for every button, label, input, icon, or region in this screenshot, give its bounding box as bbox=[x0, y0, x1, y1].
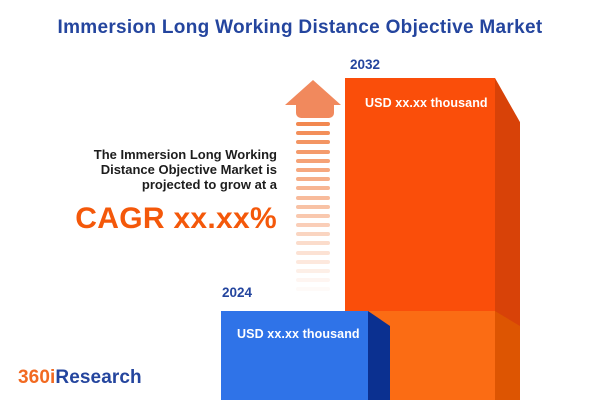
arrow-dash bbox=[296, 269, 330, 273]
annotation-line: The Immersion Long Working bbox=[93, 147, 277, 162]
logo-prefix: 360i bbox=[18, 367, 56, 388]
arrow-dash bbox=[296, 149, 330, 154]
arrow-dash bbox=[296, 213, 330, 218]
arrow-dash bbox=[296, 122, 330, 126]
logo-suffix: Research bbox=[55, 367, 142, 388]
arrow-dash bbox=[296, 186, 330, 191]
arrow-dash bbox=[296, 259, 330, 264]
bar-label-2024: 2024 bbox=[222, 285, 253, 300]
bar-2024-face bbox=[221, 311, 368, 400]
annotation-block: The Immersion Long Working Distance Obje… bbox=[75, 147, 277, 236]
bar-label-2032: 2032 bbox=[350, 57, 381, 72]
arrow-dash bbox=[296, 241, 330, 246]
growth-arrow-neck bbox=[296, 104, 334, 118]
arrow-dash bbox=[296, 250, 330, 255]
growth-arrow-icon bbox=[285, 80, 341, 105]
arrow-dash bbox=[296, 278, 330, 283]
page-title: Immersion Long Working Distance Objectiv… bbox=[57, 17, 543, 38]
annotation-line: Distance Objective Market is bbox=[100, 162, 277, 177]
arrow-dashes bbox=[296, 122, 330, 297]
arrow-dash bbox=[296, 232, 330, 237]
arrow-dash bbox=[296, 287, 330, 292]
arrow-dash bbox=[296, 131, 330, 136]
arrow-dash bbox=[296, 223, 330, 228]
bar-value-2032: USD xx.xx thousand bbox=[365, 96, 488, 110]
arrow-dash bbox=[296, 177, 330, 182]
annotation-line: projected to grow at a bbox=[141, 177, 277, 192]
arrow-dash bbox=[296, 140, 330, 145]
arrow-dash bbox=[296, 204, 330, 209]
bar-value-2024: USD xx.xx thousand bbox=[237, 327, 360, 341]
bar-2032-side-lower bbox=[495, 311, 520, 400]
arrow-dash bbox=[296, 167, 330, 172]
arrow-dash bbox=[296, 195, 330, 200]
bar-2024-side bbox=[368, 311, 390, 400]
cagr-value: CAGR xx.xx% bbox=[75, 202, 277, 235]
arrow-dash bbox=[296, 158, 330, 163]
logo: 360iResearch bbox=[18, 367, 142, 389]
